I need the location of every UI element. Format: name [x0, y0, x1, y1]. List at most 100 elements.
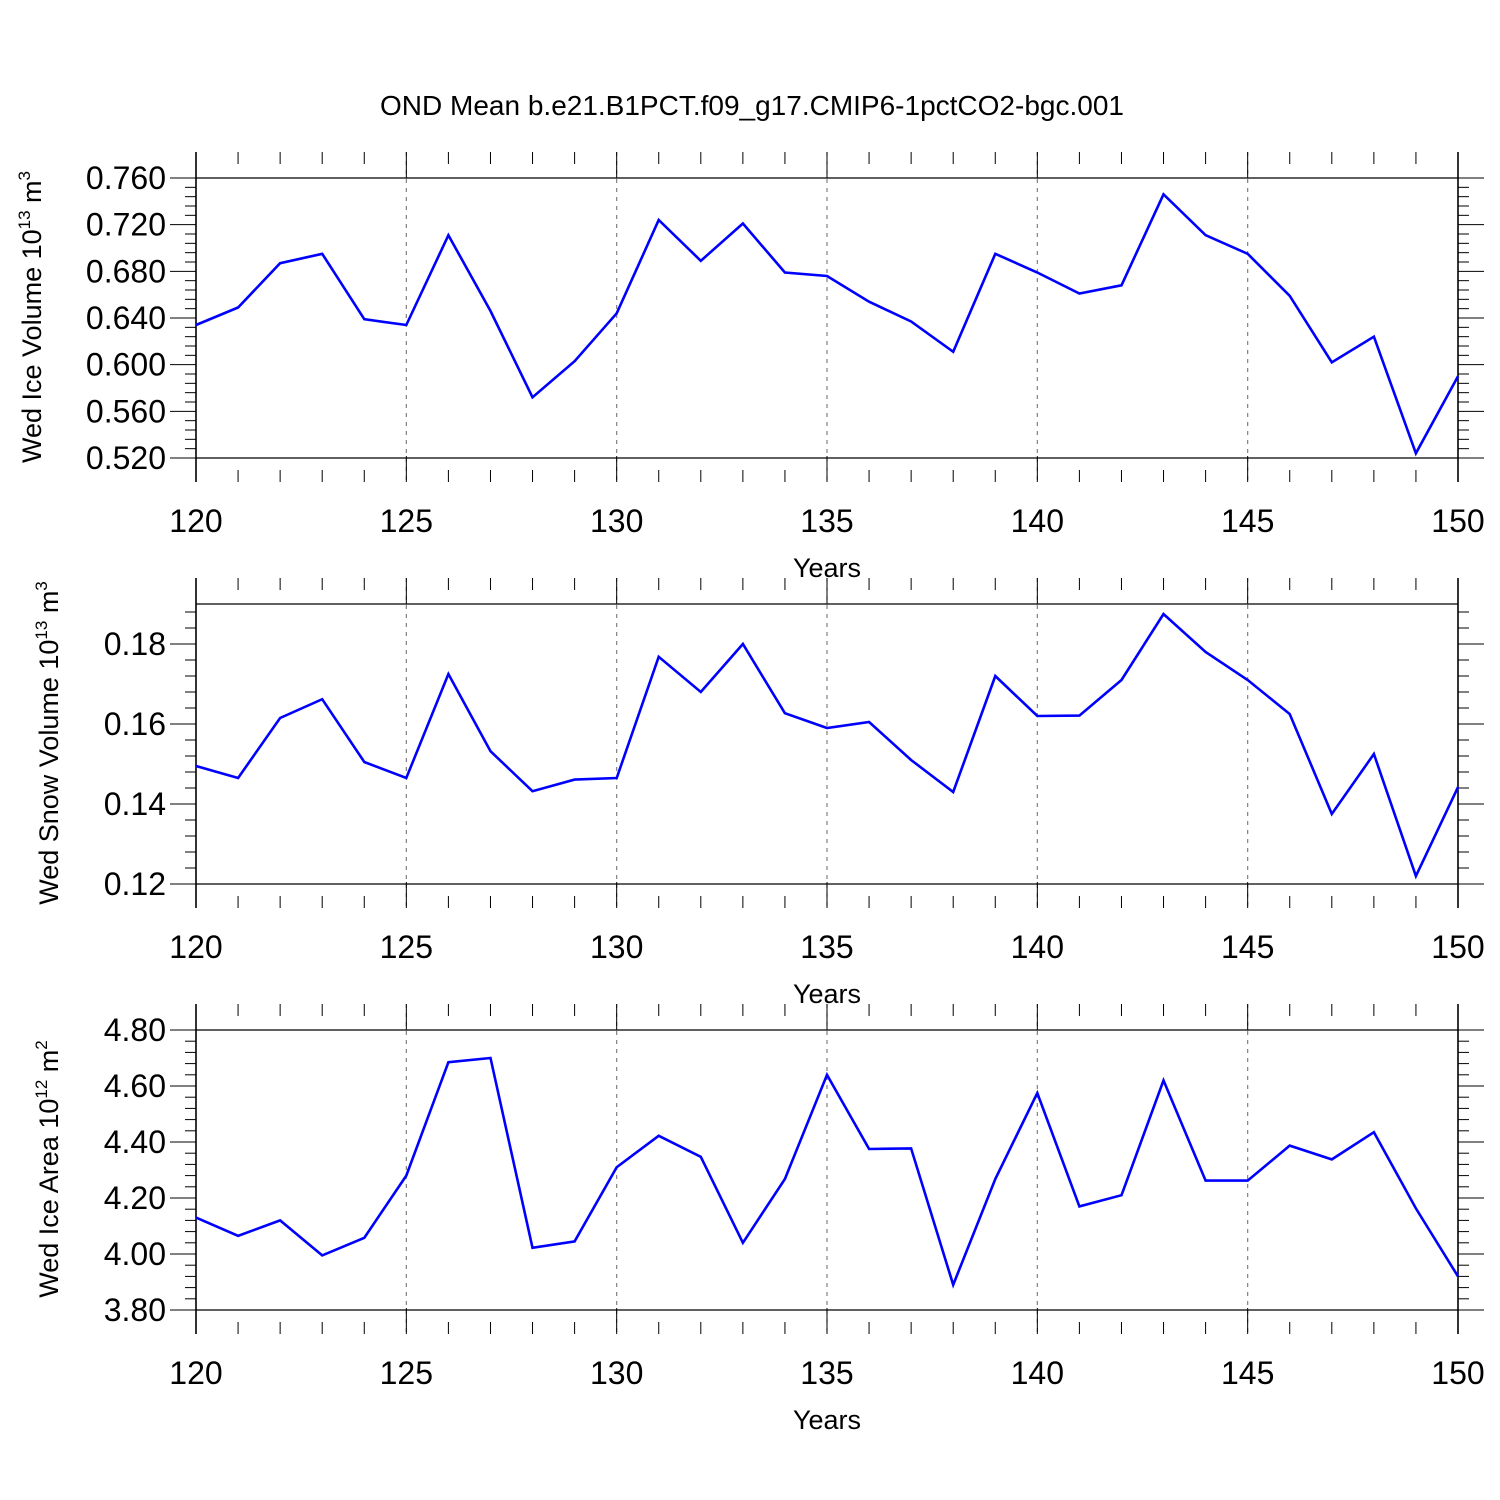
data-point [657, 218, 661, 222]
data-point [1288, 294, 1292, 298]
x-tick-label: 135 [800, 929, 853, 965]
x-tick-label: 135 [800, 503, 853, 539]
x-tick-label: 130 [590, 1355, 643, 1391]
series-line [195, 612, 1460, 880]
y-axis-label-unit-exponent: 3 [15, 171, 34, 180]
data-point [1077, 1204, 1081, 1208]
data-point [951, 1283, 955, 1287]
x-tick-label: 130 [590, 503, 643, 539]
y-tick-label: 3.80 [104, 1292, 166, 1328]
y-axis-label: Wed Snow Volume 1013 m3 [32, 581, 64, 905]
data-point [531, 1246, 535, 1250]
data-point [1414, 451, 1418, 455]
data-point [1330, 812, 1334, 816]
data-point [194, 1216, 198, 1220]
y-axis-label-text: Wed Ice Area 10 [34, 1099, 64, 1298]
x-tick-label: 140 [1011, 929, 1064, 965]
y-axis-label-text: Wed Ice Volume 10 [17, 229, 47, 463]
data-point [1204, 1179, 1208, 1183]
data-point [573, 778, 577, 782]
data-point [1162, 192, 1166, 196]
x-tick-label: 150 [1431, 1355, 1484, 1391]
data-point [867, 720, 871, 724]
data-point [1456, 1274, 1460, 1278]
data-point [488, 749, 492, 753]
data-point [404, 1174, 408, 1178]
y-tick-label: 4.80 [104, 1012, 166, 1048]
data-point [1119, 1193, 1123, 1197]
y-tick-label: 0.520 [86, 440, 166, 476]
data-point [741, 642, 745, 646]
data-point [446, 672, 450, 676]
data-point [867, 300, 871, 304]
data-point [1162, 1078, 1166, 1082]
y-axis-label: Wed Ice Area 1012 m2 [32, 1040, 64, 1298]
data-point [825, 274, 829, 278]
x-tick-label: 125 [380, 929, 433, 965]
x-tick-label: 120 [169, 503, 222, 539]
data-point [1204, 650, 1208, 654]
data-point [1288, 712, 1292, 716]
data-point [404, 323, 408, 327]
data-point [1246, 252, 1250, 256]
x-tick-label: 140 [1011, 503, 1064, 539]
data-point [1330, 360, 1334, 364]
data-point [320, 697, 324, 701]
data-point [278, 1218, 282, 1222]
data-point [699, 1155, 703, 1159]
data-point [909, 758, 913, 762]
data-point [1035, 1091, 1039, 1095]
data-point [783, 1177, 787, 1181]
x-tick-label: 135 [800, 1355, 853, 1391]
data-point [362, 317, 366, 321]
data-point [1372, 335, 1376, 339]
x-tick-label: 120 [169, 1355, 222, 1391]
data-point [573, 359, 577, 363]
chart-title: OND Mean b.e21.B1PCT.f09_g17.CMIP6-1pctC… [380, 90, 1124, 121]
y-axis-label-unit: m [34, 591, 64, 621]
data-point [825, 726, 829, 730]
data-point [615, 776, 619, 780]
data-point [657, 1134, 661, 1138]
data-point [867, 1147, 871, 1151]
x-tick-label: 150 [1431, 503, 1484, 539]
y-tick-label: 0.18 [104, 626, 166, 662]
y-axis-label-exponent: 13 [15, 210, 34, 229]
data-point [615, 311, 619, 315]
chart-panel-1: 0.520 0.560 0.600 0.640 0.680 0.720 0.760 120 12… [15, 152, 1485, 583]
data-point [1119, 678, 1123, 682]
y-axis-label-unit: m [34, 1050, 64, 1080]
y-tick-label: 0.14 [104, 786, 166, 822]
data-point [404, 776, 408, 780]
data-point [825, 1073, 829, 1077]
data-point [573, 1239, 577, 1243]
data-point [783, 271, 787, 275]
data-point [1246, 1179, 1250, 1183]
data-point [1330, 1157, 1334, 1161]
y-tick-label: 0.760 [86, 160, 166, 196]
y-tick-label: 0.720 [86, 207, 166, 243]
data-point [236, 776, 240, 780]
data-point [1077, 714, 1081, 718]
data-point [1456, 785, 1460, 789]
data-point [488, 1056, 492, 1060]
data-point [657, 655, 661, 659]
x-tick-label: 130 [590, 929, 643, 965]
data-point [1372, 1130, 1376, 1134]
series-line [195, 192, 1460, 457]
data-point [531, 789, 535, 793]
data-point [446, 1060, 450, 1064]
y-tick-label: 0.640 [86, 300, 166, 336]
data-point [1288, 1144, 1292, 1148]
series-line [195, 1056, 1460, 1289]
data-point [320, 252, 324, 256]
data-point [909, 320, 913, 324]
x-tick-label: 145 [1221, 929, 1274, 965]
data-point [278, 716, 282, 720]
data-point [194, 323, 198, 327]
y-tick-label: 0.560 [86, 393, 166, 429]
x-tick-label: 145 [1221, 503, 1274, 539]
data-point [1035, 271, 1039, 275]
